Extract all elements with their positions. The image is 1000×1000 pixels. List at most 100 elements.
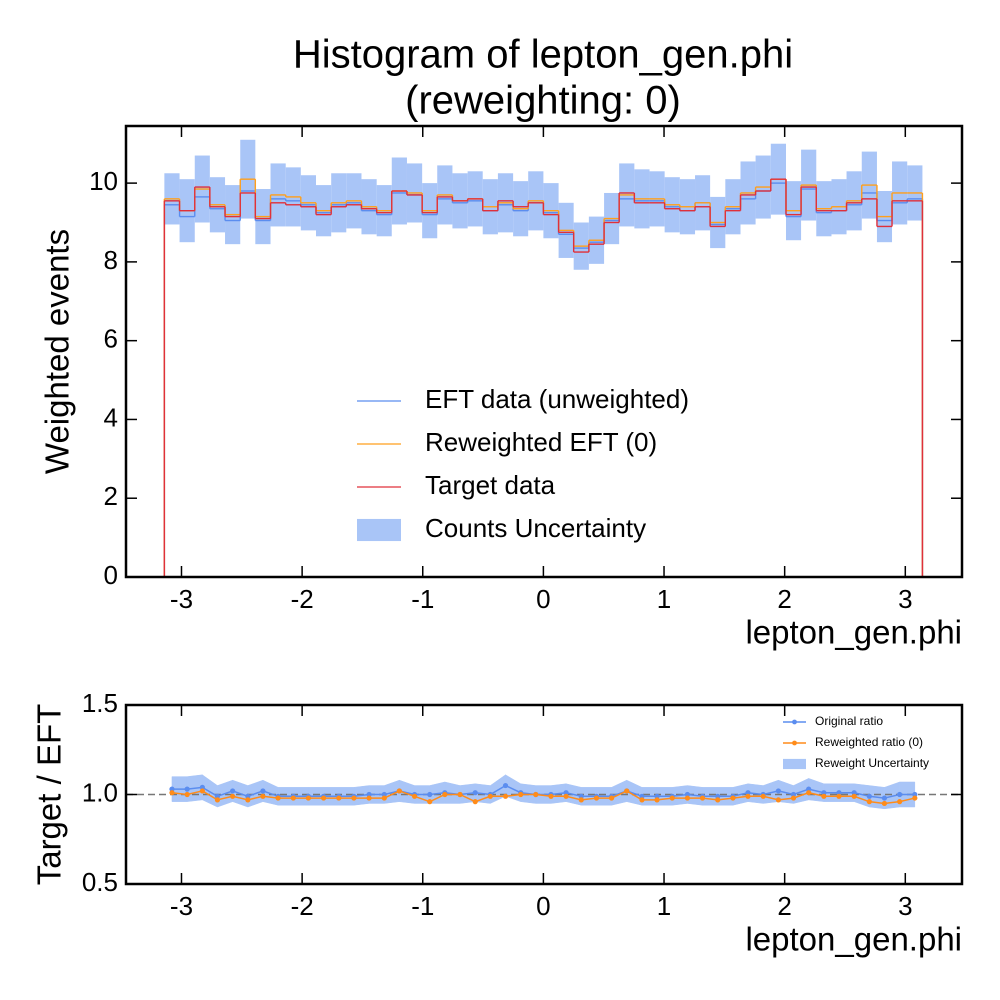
ratio-point	[836, 793, 842, 799]
ratio-point	[563, 790, 569, 796]
x-tick-label: 2	[777, 891, 791, 921]
ratio-point	[654, 797, 660, 803]
y-tick-label: 6	[104, 324, 118, 354]
ratio-point	[730, 795, 736, 801]
ratio-point	[184, 786, 190, 792]
ratio-point	[806, 790, 812, 796]
ratio-point	[654, 793, 660, 799]
ratio-point	[472, 799, 478, 805]
ratio-point	[275, 795, 281, 801]
x-tick-label: -3	[170, 584, 193, 614]
x-tick-label: -2	[291, 584, 314, 614]
ratio-point	[745, 790, 751, 796]
ratio-point	[472, 790, 478, 796]
ratio-point	[230, 788, 236, 794]
ratio-point	[199, 788, 205, 794]
ratio-point	[790, 791, 797, 798]
y-tick-label: 4	[104, 402, 118, 432]
ratio-point	[199, 784, 205, 790]
ratio-point	[608, 795, 615, 801]
ratio-point	[851, 793, 857, 799]
y-tick-label: 2	[104, 481, 118, 511]
ratio-point	[593, 795, 600, 801]
legend-swatch	[792, 740, 797, 746]
ratio-point	[427, 791, 433, 798]
y-axis-label: Target / EFT	[31, 704, 68, 886]
legend-label: Target data	[425, 470, 556, 500]
y-tick-label: 8	[104, 245, 118, 275]
ratio-point	[851, 790, 857, 796]
ratio-point	[639, 797, 645, 803]
ratio-point	[245, 793, 251, 799]
ratio-point	[245, 797, 251, 803]
uncertainty-band	[793, 777, 809, 804]
x-axis-label: lepton_gen.phi	[745, 614, 962, 651]
x-tick-label: -1	[411, 891, 434, 921]
ratio-point	[684, 791, 691, 798]
legend-swatch	[783, 758, 806, 770]
ratio-point	[230, 793, 236, 799]
y-axis-label: Weighted events	[39, 229, 76, 474]
ratio-point	[321, 795, 327, 801]
x-tick-label: 0	[536, 584, 550, 614]
x-tick-label: -1	[411, 584, 434, 614]
ratio-point	[866, 793, 872, 799]
x-tick-label: 2	[777, 584, 791, 614]
y-tick-label: 0.5	[82, 867, 118, 897]
ratio-point	[381, 795, 387, 801]
legend-label: Reweight Uncertainty	[815, 756, 929, 770]
ratio-point	[457, 791, 463, 798]
x-tick-label: 3	[898, 891, 912, 921]
legend-label: Reweighted EFT (0)	[425, 427, 657, 457]
ratio-point	[548, 793, 554, 799]
ratio-point	[563, 793, 569, 799]
legend-label: Counts Uncertainty	[425, 513, 646, 543]
ratio-point	[396, 788, 402, 794]
ratio-point	[639, 793, 645, 799]
y-tick-label: 10	[89, 166, 118, 196]
ratio-point	[775, 788, 781, 794]
ratio-point	[533, 791, 539, 798]
ratio-point	[836, 790, 842, 796]
ratio-point	[821, 793, 827, 799]
ratio-point	[518, 791, 524, 798]
y-tick-label: 1.0	[82, 777, 118, 807]
x-axis-label: lepton_gen.phi	[745, 921, 962, 958]
ratio-point	[806, 786, 812, 792]
legend-swatch	[792, 719, 797, 725]
y-tick-label: 0	[104, 560, 118, 590]
ratio-point	[897, 791, 903, 798]
ratio-point	[699, 795, 706, 801]
x-tick-label: 3	[898, 584, 912, 614]
ratio-point	[487, 793, 493, 799]
x-tick-label: 1	[657, 891, 671, 921]
ratio-point	[897, 799, 903, 805]
ratio-point	[260, 793, 266, 799]
ratio-point	[351, 795, 357, 801]
ratio-point	[578, 793, 584, 799]
ratio-point	[715, 797, 721, 803]
uncertainty-band	[505, 774, 521, 803]
ratio-point	[912, 795, 918, 801]
x-tick-label: -2	[291, 891, 314, 921]
ratio-point	[184, 791, 190, 798]
ratio-point	[669, 795, 675, 801]
ratio-point	[775, 797, 781, 803]
ratio-point	[169, 786, 175, 792]
ratio-point	[624, 788, 630, 794]
ratio-point	[169, 790, 175, 796]
legend-label: Original ratio	[815, 714, 883, 728]
ratio-point	[336, 795, 342, 801]
ratio-point	[305, 795, 311, 801]
legend-label: Reweighted ratio (0)	[815, 735, 923, 749]
ratio-point	[502, 793, 509, 799]
ratio-point	[260, 788, 266, 794]
x-tick-label: 1	[657, 584, 671, 614]
ratio-point	[715, 793, 721, 799]
ratio-point	[502, 782, 509, 789]
chart-title: Histogram of lepton_gen.phi	[293, 33, 793, 77]
y-tick-label: 1.5	[82, 688, 118, 718]
ratio-point	[366, 795, 372, 801]
